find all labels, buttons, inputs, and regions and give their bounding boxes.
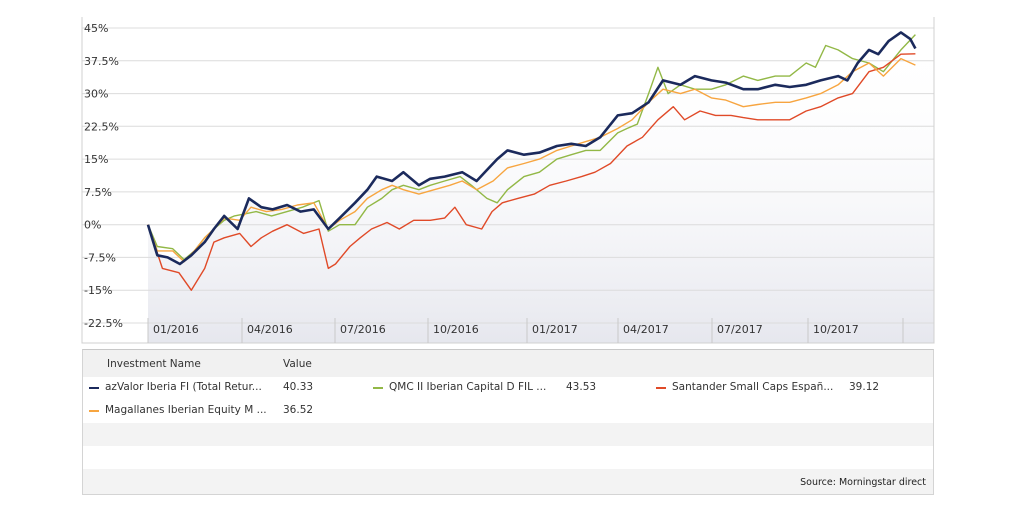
y-tick-label: 15% [84, 153, 108, 166]
x-tick-label: 10/2017 [813, 323, 859, 336]
legend-header-name: Investment Name [107, 358, 201, 370]
legend-row-shade [83, 469, 933, 494]
legend-swatch [89, 387, 99, 389]
source-note: Source: Morningstar direct [800, 477, 926, 488]
legend-item-value: 43.53 [566, 381, 597, 393]
chart-gridlines [82, 27, 934, 324]
x-tick-label: 01/2017 [532, 323, 578, 336]
legend-swatch [89, 410, 99, 412]
y-tick-label: 0% [84, 219, 101, 232]
legend-swatch [373, 387, 383, 389]
x-tick-label: 07/2016 [340, 323, 386, 336]
legend-swatch [656, 387, 666, 389]
y-tick-label: 7.5% [84, 186, 112, 199]
x-tick-label: 04/2017 [623, 323, 669, 336]
x-tick-label: 01/2016 [153, 323, 199, 336]
legend-header-value: Value [283, 358, 312, 370]
chart-area [148, 32, 934, 344]
legend-item-name: azValor Iberia FI (Total Retur... [105, 381, 262, 393]
x-axis-ticks: 01/2016 04/2016 07/2016 10/2016 01/2017 04/20… [153, 323, 859, 336]
chart-series [146, 31, 917, 291]
y-axis-ticks: 45% 37.5% 30% 22.5% 15% 7.5% 0% -7.5% -15% -22.5% [84, 22, 123, 330]
series-line-qmc [147, 34, 916, 261]
chart-axes [81, 17, 935, 344]
y-tick-label: -15% [84, 284, 112, 297]
legend-panel: Investment Name Value azValor Iberia FI … [82, 349, 934, 495]
y-tick-label: 45% [84, 22, 108, 35]
legend-header: Investment Name Value [83, 350, 933, 377]
legend-item-value: 39.12 [849, 381, 880, 393]
line-chart: 45% 37.5% 30% 22.5% 15% 7.5% 0% -7.5% -15% -22.5%… [81, 17, 935, 344]
series-line-magallanes [147, 57, 916, 263]
y-tick-label: 37.5% [84, 55, 119, 68]
legend-item-name: QMC II Iberian Capital D FIL ... [389, 381, 547, 393]
chart-area-fill [148, 32, 934, 344]
legend-item-name: Santander Small Caps Españ... [672, 381, 834, 393]
series-line-santander [147, 53, 916, 291]
chart-frame [81, 17, 935, 344]
y-tick-label: 22.5% [84, 120, 119, 133]
x-tick-label: 10/2016 [433, 323, 479, 336]
legend-row-shade [83, 423, 933, 446]
legend-item-name: Magallanes Iberian Equity M ... [105, 404, 267, 416]
legend-item-value: 36.52 [283, 404, 314, 416]
legend-item-value: 40.33 [283, 381, 314, 393]
y-tick-label: -22.5% [84, 317, 123, 330]
y-tick-label: 30% [84, 88, 108, 101]
x-tick-label: 04/2016 [247, 323, 293, 336]
y-tick-label: -7.5% [84, 251, 116, 264]
x-tick-label: 07/2017 [717, 323, 763, 336]
series-line-azvalor [146, 31, 917, 266]
